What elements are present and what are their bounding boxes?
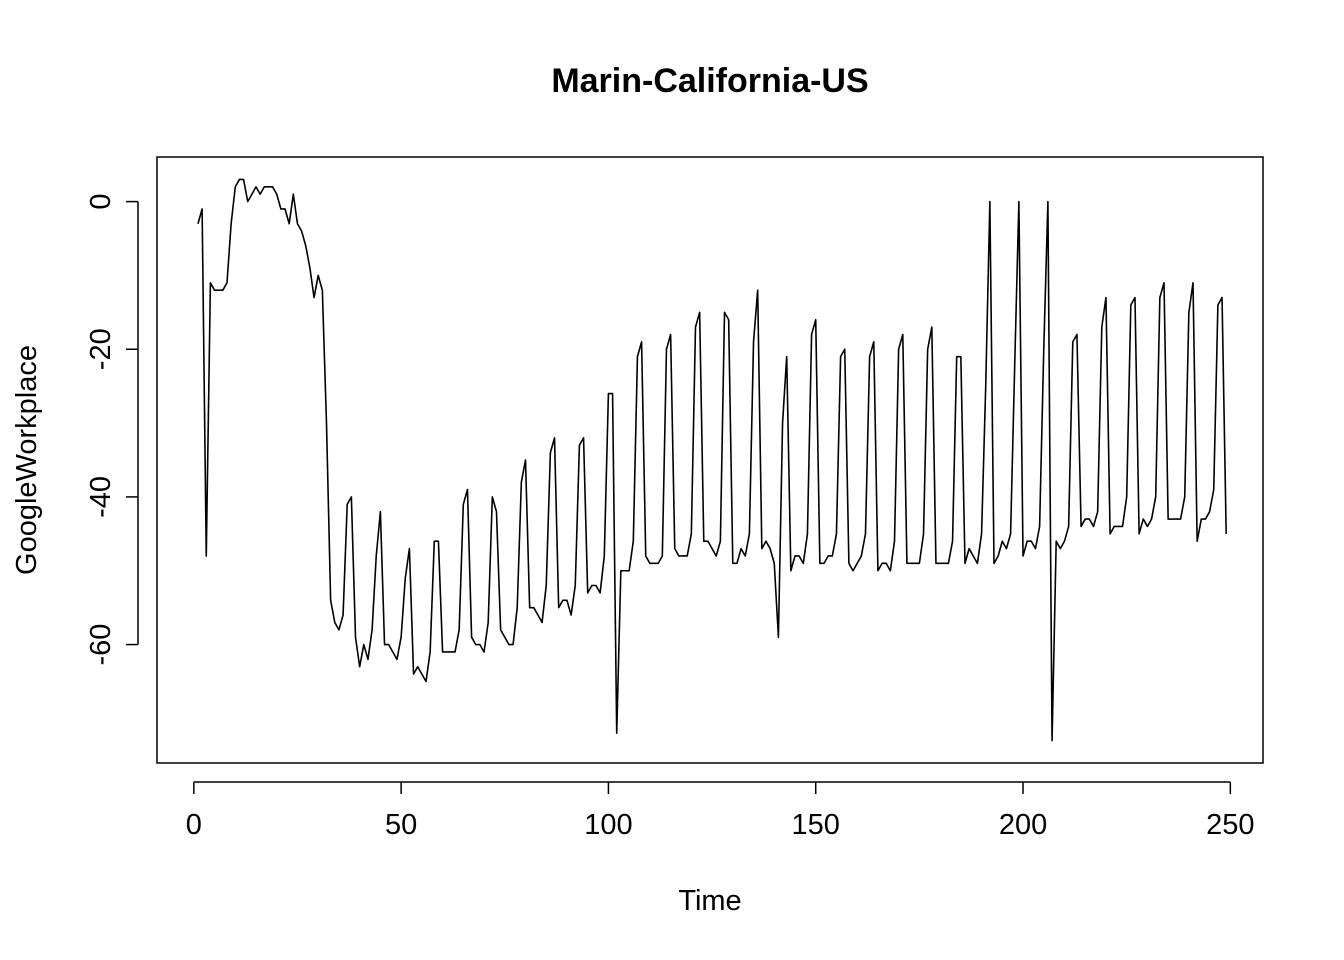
y-tick-label: -40: [85, 476, 117, 518]
y-axis: 0 -20 -40 -60: [85, 194, 139, 666]
y-tick-label: 0: [85, 194, 117, 210]
y-tick-label: -60: [85, 624, 117, 666]
x-tick-label: 100: [584, 809, 632, 841]
series-line: [197, 178, 1227, 742]
x-tick-label: 200: [999, 809, 1047, 841]
chart-title: Marin-California-US: [551, 62, 868, 100]
x-tick-label: 0: [186, 809, 202, 841]
x-axis-label: Time: [678, 885, 741, 917]
x-axis: 0 50 100 150 200 250: [186, 781, 1255, 841]
x-tick-label: 150: [792, 809, 840, 841]
x-tick-label: 250: [1206, 809, 1254, 841]
y-axis-label: GoogleWorkplace: [11, 345, 43, 575]
plot-frame: [156, 156, 1264, 764]
x-tick-label: 50: [385, 809, 417, 841]
y-tick-label: -20: [85, 328, 117, 370]
